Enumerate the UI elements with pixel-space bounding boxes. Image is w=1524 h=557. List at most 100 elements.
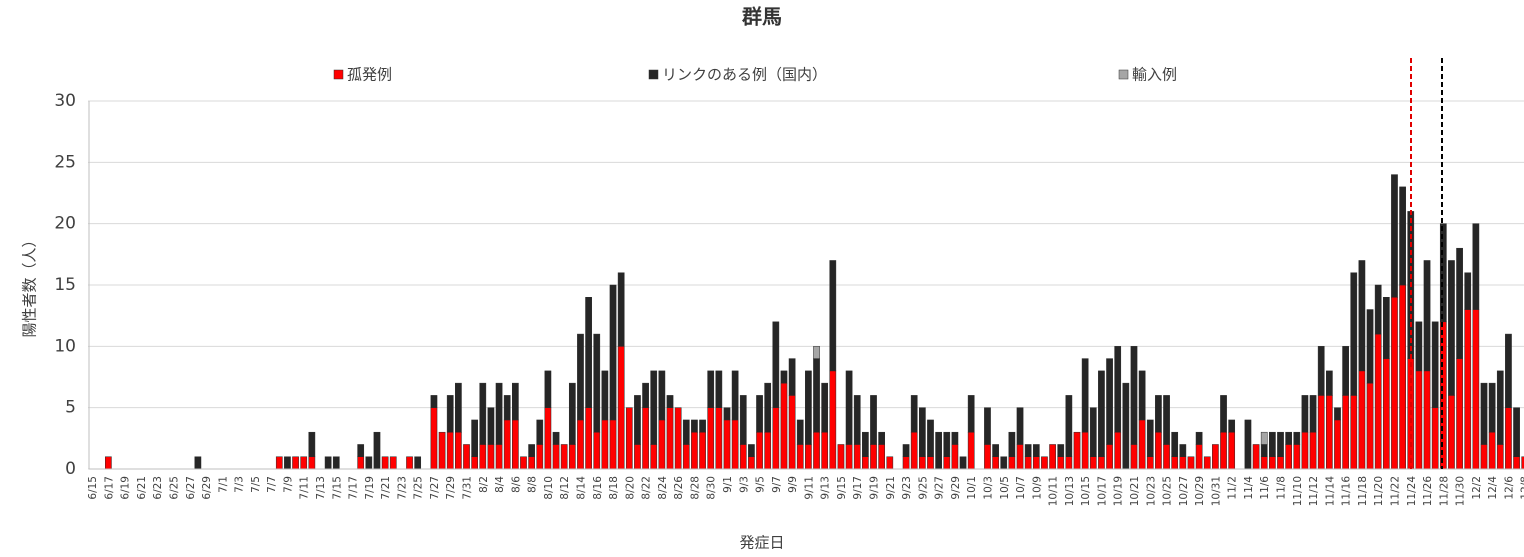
bar-segment — [756, 395, 763, 433]
x-tick-label: 9/7 — [771, 476, 783, 493]
y-tick-label: 20 — [54, 214, 76, 234]
bar-segment — [1195, 444, 1203, 470]
bar-segment — [984, 407, 991, 445]
bar-segment — [536, 419, 544, 445]
bar-segment — [1293, 431, 1301, 445]
bar-segment — [967, 431, 975, 470]
bar-segment — [1342, 395, 1349, 470]
bar-segment — [479, 382, 487, 445]
bar-segment — [1179, 444, 1187, 457]
bar-segment — [1146, 456, 1154, 470]
bar-segment — [1057, 444, 1065, 457]
x-tick-label: 11/22 — [1389, 476, 1401, 506]
bar-segment — [1049, 444, 1056, 470]
bar-segment — [691, 419, 698, 433]
x-tick-label: 7/1 — [217, 476, 229, 493]
bar-segment — [1114, 346, 1122, 433]
bar-segment — [1472, 309, 1480, 470]
bar-segment — [1480, 382, 1488, 445]
legend-label: 孤発例 — [347, 66, 392, 84]
bar-segment — [617, 346, 625, 470]
bar-segment — [642, 407, 649, 470]
legend-swatch — [648, 69, 659, 80]
bar-segment — [446, 395, 454, 433]
bar-segment — [674, 407, 682, 470]
legend-swatch — [1118, 69, 1129, 80]
x-tick-label: 6/17 — [103, 476, 115, 500]
bar-segment — [910, 431, 918, 470]
bar-segment — [1309, 395, 1317, 433]
x-tick-label: 10/13 — [1064, 476, 1076, 506]
bar-segment — [1293, 444, 1301, 470]
bar-segment — [1431, 407, 1439, 470]
bar-segment — [984, 444, 991, 470]
bar-segment — [552, 431, 560, 445]
bar-segment — [699, 419, 706, 433]
bar-segment — [837, 444, 845, 470]
x-tick-label: 9/21 — [885, 476, 897, 500]
x-tick-label: 7/5 — [250, 476, 262, 493]
bar-segment — [1488, 382, 1496, 433]
x-tick-label: 11/2 — [1227, 476, 1239, 500]
x-tick-label: 9/15 — [836, 476, 848, 500]
x-tick-label: 12/2 — [1471, 476, 1483, 500]
bar-segment — [446, 431, 454, 470]
bar-segment — [1073, 431, 1081, 470]
bar-segment — [1228, 419, 1236, 433]
bar-segment — [1106, 358, 1113, 445]
bar-segment — [650, 444, 658, 470]
x-tick-label: 6/19 — [120, 476, 132, 500]
bar-segment — [373, 431, 381, 470]
bar-segment — [1057, 456, 1065, 470]
x-tick-label: 10/15 — [1080, 476, 1092, 506]
bar-segment — [1138, 419, 1146, 470]
bar-segment — [1505, 333, 1512, 408]
x-tick-label: 8/20 — [624, 476, 636, 500]
legend-label: 輸入例 — [1132, 66, 1177, 84]
bar-segment — [503, 419, 511, 470]
bar-segment — [1317, 346, 1325, 396]
x-tick-label: 6/29 — [201, 476, 213, 500]
bar-segment — [1171, 456, 1179, 470]
x-tick-label: 8/22 — [641, 476, 653, 500]
bar-segment — [1448, 260, 1455, 396]
x-tick-label: 11/28 — [1438, 476, 1450, 506]
x-tick-label: 10/11 — [1048, 476, 1060, 506]
bar-segment — [845, 444, 853, 470]
bar-segment — [658, 370, 666, 421]
bar-segment — [389, 456, 397, 470]
x-tick-label: 7/15 — [331, 476, 343, 500]
bar-segment — [1269, 431, 1276, 457]
bar-segment — [1155, 431, 1162, 470]
bar-segment — [1456, 358, 1463, 470]
x-tick-label: 6/23 — [152, 476, 164, 500]
bar-segment — [829, 260, 837, 372]
bar-segment — [1089, 456, 1097, 470]
bar-segment — [357, 444, 365, 457]
bar-segment — [715, 407, 723, 470]
x-tick-label: 7/11 — [299, 476, 311, 500]
bar-segment — [601, 370, 609, 421]
bar-segment — [292, 456, 299, 470]
bar-segment — [1358, 260, 1366, 372]
bar-segment — [943, 431, 951, 457]
x-tick-label: 8/18 — [608, 476, 620, 500]
bar-segment — [1024, 456, 1032, 470]
x-tick-label: 11/14 — [1324, 476, 1336, 507]
x-tick-label: 10/31 — [1210, 476, 1222, 506]
bar-segment — [455, 431, 462, 470]
bar-segment — [967, 395, 975, 433]
bar-segment — [1326, 370, 1333, 396]
bar-segment — [992, 456, 999, 470]
x-tick-label: 11/8 — [1276, 476, 1288, 500]
x-tick-label: 8/26 — [673, 476, 685, 500]
bar-segment — [1130, 346, 1138, 445]
bar-segment — [1415, 370, 1423, 470]
bar-segment — [642, 382, 649, 408]
x-tick-label: 9/25 — [917, 476, 929, 500]
bar-segment — [951, 431, 959, 445]
bar-segment — [1098, 456, 1105, 470]
x-tick-label: 7/9 — [282, 476, 294, 493]
bar-segment — [878, 444, 885, 470]
